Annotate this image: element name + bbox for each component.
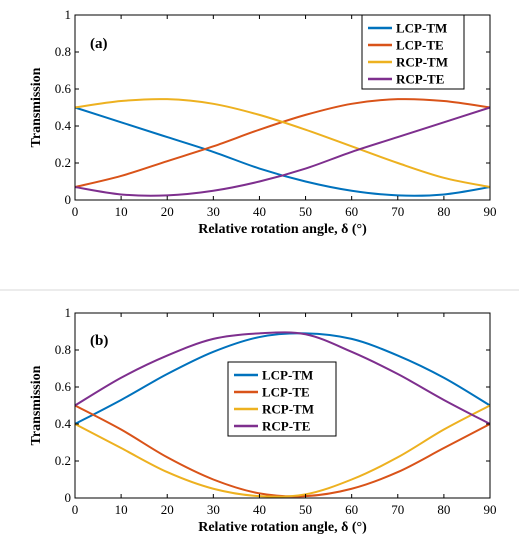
y-tick-label: 0.8 — [55, 342, 71, 357]
x-tick-label: 90 — [484, 204, 497, 219]
x-tick-label: 60 — [345, 502, 358, 517]
x-tick-label: 30 — [207, 204, 220, 219]
legend-entry-lcp-te: LCP-TE — [262, 385, 310, 400]
y-tick-label: 0 — [65, 490, 72, 505]
x-tick-label: 0 — [72, 502, 79, 517]
x-tick-label: 40 — [253, 502, 266, 517]
series-line-rcp-tm — [74, 98, 491, 189]
y-tick-label: 1 — [65, 7, 72, 22]
panel-label: (a) — [90, 36, 108, 52]
y-axis-label: Transmission — [29, 67, 44, 147]
panel-label: (b) — [90, 333, 108, 349]
legend-entry-rcp-tm: RCP-TM — [262, 402, 314, 417]
plot-area — [74, 98, 491, 197]
y-tick-label: 1 — [65, 305, 72, 320]
y-tick-label: 0.2 — [55, 155, 71, 170]
chart-b: 0 10 20 30 40 50 60 70 80 90 0 0.2 0.4 0.6 0.8 1 Relativ… — [29, 305, 497, 535]
x-tick-label: 50 — [299, 502, 312, 517]
x-tick-label: 90 — [484, 502, 497, 517]
x-tick-label: 30 — [207, 502, 220, 517]
x-tick-label: 60 — [345, 204, 358, 219]
x-tick-label: 10 — [115, 502, 128, 517]
x-tick-label: 70 — [391, 204, 404, 219]
y-tick-label: 0 — [65, 192, 72, 207]
legend-entry-rcp-tm: RCP-TM — [396, 55, 448, 70]
axes-box — [74, 312, 491, 499]
legend-entry-lcp-tm: LCP-TM — [262, 368, 313, 383]
y-tick-label: 0.4 — [55, 118, 72, 133]
series-line-rcp-te — [74, 331, 491, 425]
y-tick-label: 0.8 — [55, 44, 71, 59]
legend-entry-lcp-tm: LCP-TM — [396, 21, 447, 36]
x-tick-label: 70 — [391, 502, 404, 517]
legend-entry-rcp-te: RCP-TE — [396, 72, 444, 87]
series-line-rcp-te — [74, 106, 491, 197]
legend: LCP-TM LCP-TE RCP-TM RCP-TE — [227, 361, 337, 437]
series-line-lcp-tm — [74, 106, 491, 197]
plot-area — [74, 331, 491, 498]
x-tick-label: 40 — [253, 204, 266, 219]
x-tick-label: 20 — [161, 502, 174, 517]
legend: LCP-TM LCP-TE RCP-TM RCP-TE — [361, 14, 465, 90]
chart-a: 0 10 20 30 40 50 60 70 80 90 0 0.2 0.4 0.6 0.8 1 Relativ… — [29, 7, 497, 237]
x-tick-label: 80 — [437, 204, 450, 219]
series-line-lcp-tm — [74, 332, 491, 425]
axes-box — [74, 14, 491, 201]
legend-entry-lcp-te: LCP-TE — [396, 38, 444, 53]
x-tick-label: 80 — [437, 502, 450, 517]
x-tick-label: 10 — [115, 204, 128, 219]
x-axis-label: Relative rotation angle, δ (°) — [198, 520, 367, 535]
x-tick-label: 50 — [299, 204, 312, 219]
y-tick-label: 0.2 — [55, 453, 71, 468]
y-tick-label: 0.6 — [55, 379, 72, 394]
y-axis-label: Transmission — [29, 365, 44, 445]
legend-entry-rcp-te: RCP-TE — [262, 419, 310, 434]
x-tick-label: 20 — [161, 204, 174, 219]
y-tick-label: 0.4 — [55, 416, 72, 431]
x-tick-label: 0 — [72, 204, 79, 219]
y-tick-label: 0.6 — [55, 81, 72, 96]
series-line-rcp-tm — [74, 404, 491, 498]
x-axis-label: Relative rotation angle, δ (°) — [198, 222, 367, 237]
